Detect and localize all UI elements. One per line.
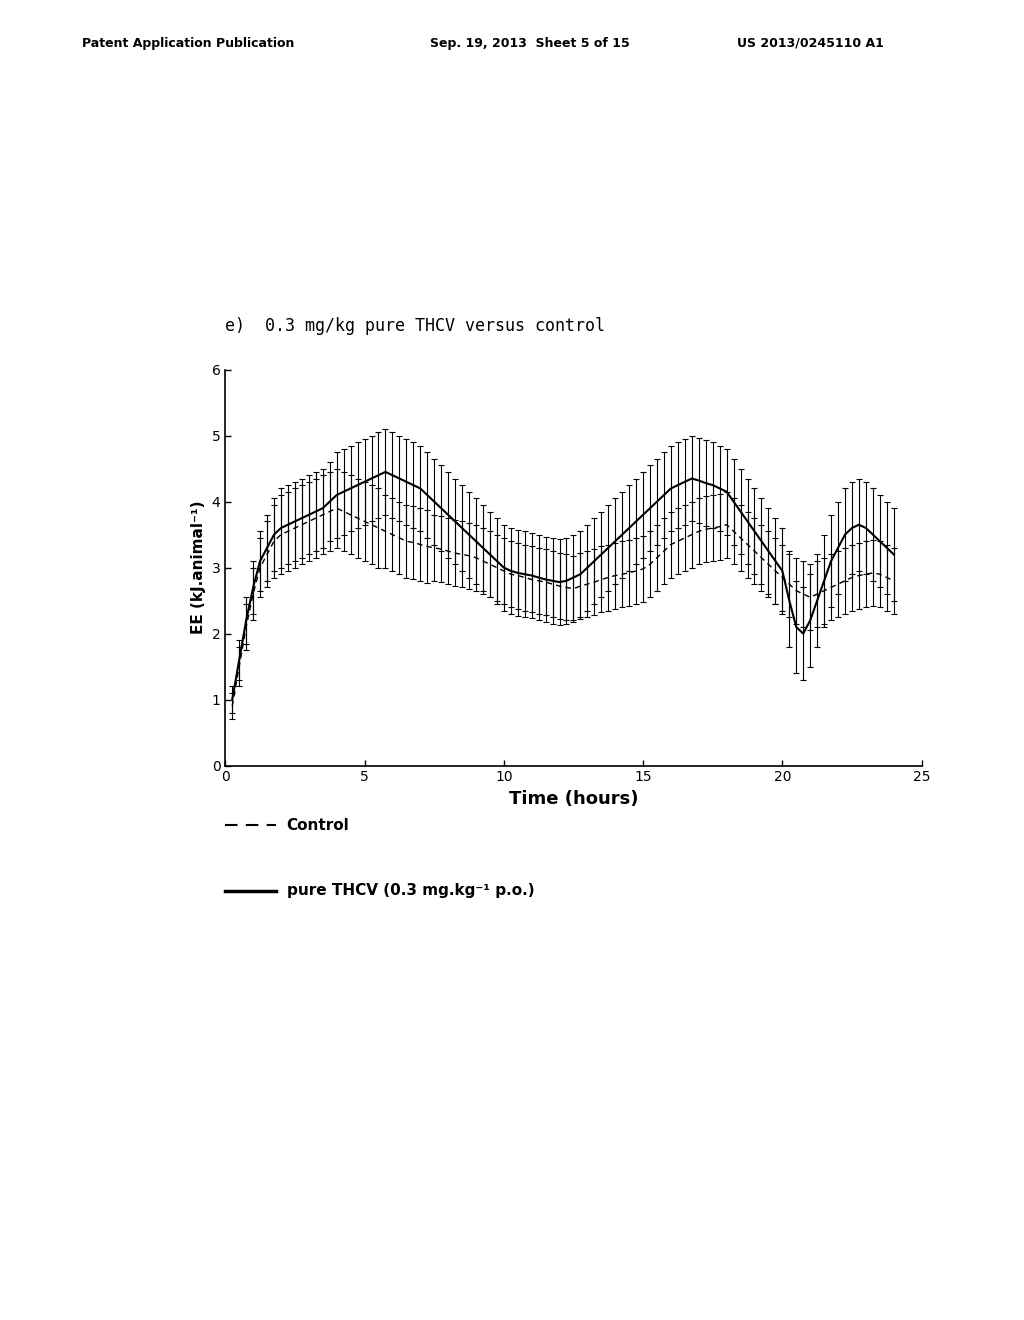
Text: Patent Application Publication: Patent Application Publication [82,37,294,50]
Text: Sep. 19, 2013  Sheet 5 of 15: Sep. 19, 2013 Sheet 5 of 15 [430,37,630,50]
Text: Control: Control [287,817,349,833]
Text: pure THCV (0.3 mg.kg⁻¹ p.o.): pure THCV (0.3 mg.kg⁻¹ p.o.) [287,883,535,899]
Text: e)  0.3 mg/kg pure THCV versus control: e) 0.3 mg/kg pure THCV versus control [225,317,605,335]
X-axis label: Time (hours): Time (hours) [509,789,638,808]
Y-axis label: EE (kJ.animal⁻¹): EE (kJ.animal⁻¹) [191,500,206,635]
Text: US 2013/0245110 A1: US 2013/0245110 A1 [737,37,884,50]
